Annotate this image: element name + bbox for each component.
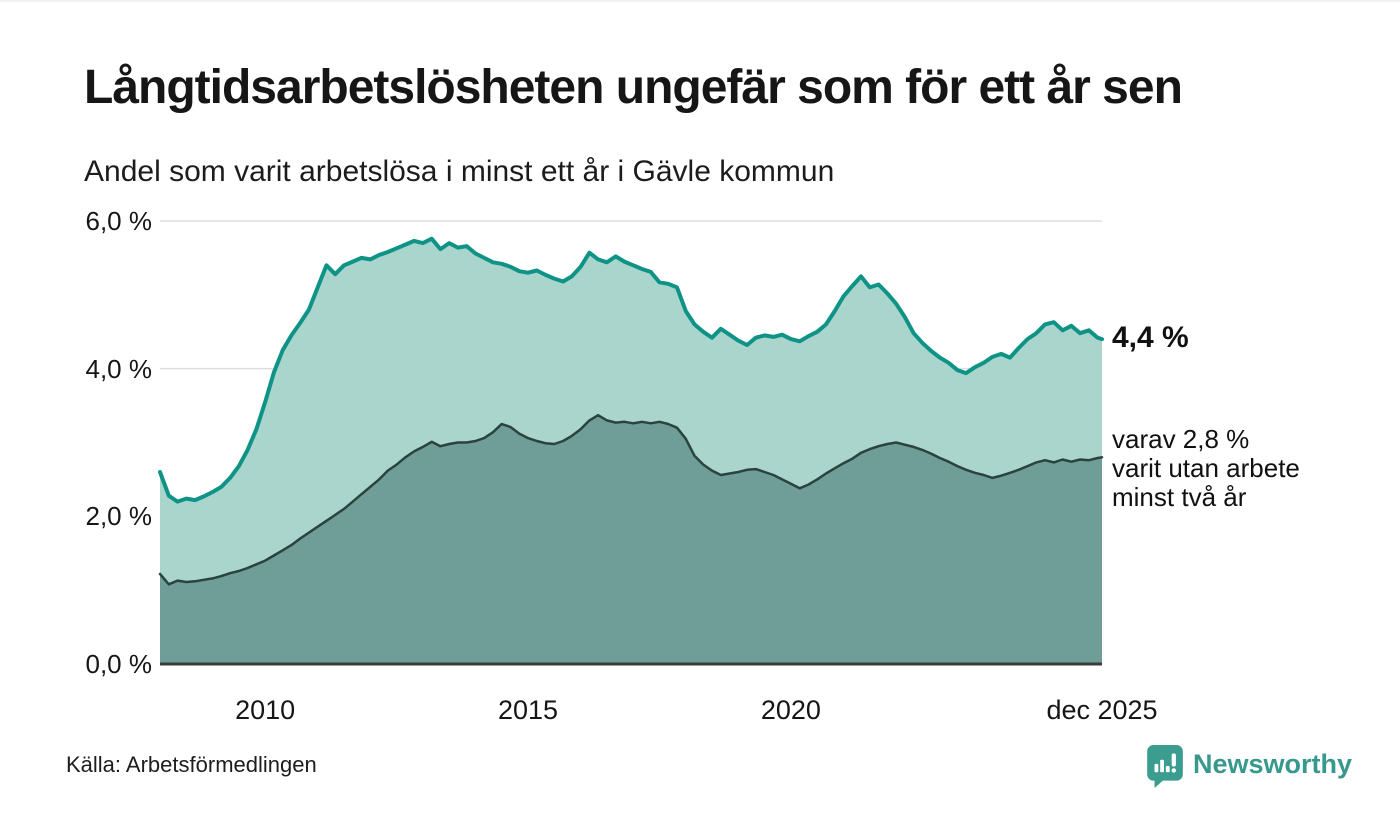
line-series-1 (158, 413, 1104, 586)
line-series-0 (158, 236, 1104, 504)
annotation-line-1: varav 2,8 % (1112, 424, 1250, 455)
area-series-1 (160, 415, 1102, 664)
source-note: Källa: Arbetsförmedlingen (66, 752, 317, 777)
annotation-line-3: minst två år (1112, 482, 1247, 513)
x-tick-label-2020: 2020 (760, 695, 821, 725)
x-tick-label-dec-2025: dec 2025 (1046, 695, 1158, 725)
series-end-label-total: 4,4 % (1112, 321, 1189, 355)
y-tick-label-4: 4,0 % (85, 353, 153, 384)
page-subtitle: Andel som varit arbetslösa i minst ett å… (84, 155, 835, 188)
newsworthy-logo-text: Newsworthy (1193, 749, 1353, 779)
y-tick-label-2: 2,0 % (85, 501, 153, 532)
speech-bubble-bar-chart-icon (1147, 745, 1183, 788)
page-title: Långtidsarbetslösheten ungefär som för e… (84, 61, 1183, 114)
y-tick-label-0: 0,0 % (85, 649, 153, 679)
annotation-line-2: varit utan arbete (1112, 453, 1300, 484)
x-tick-label-2015: 2015 (497, 695, 559, 725)
y-tick-label-6: 6,0 % (85, 206, 153, 236)
x-tick-label-2010: 2010 (235, 695, 296, 725)
series-end-label-two-year: varav 2,8 % varit utan arbete minst två … (1112, 425, 1372, 512)
newsworthy-logo: Newsworthy (1146, 744, 1352, 788)
